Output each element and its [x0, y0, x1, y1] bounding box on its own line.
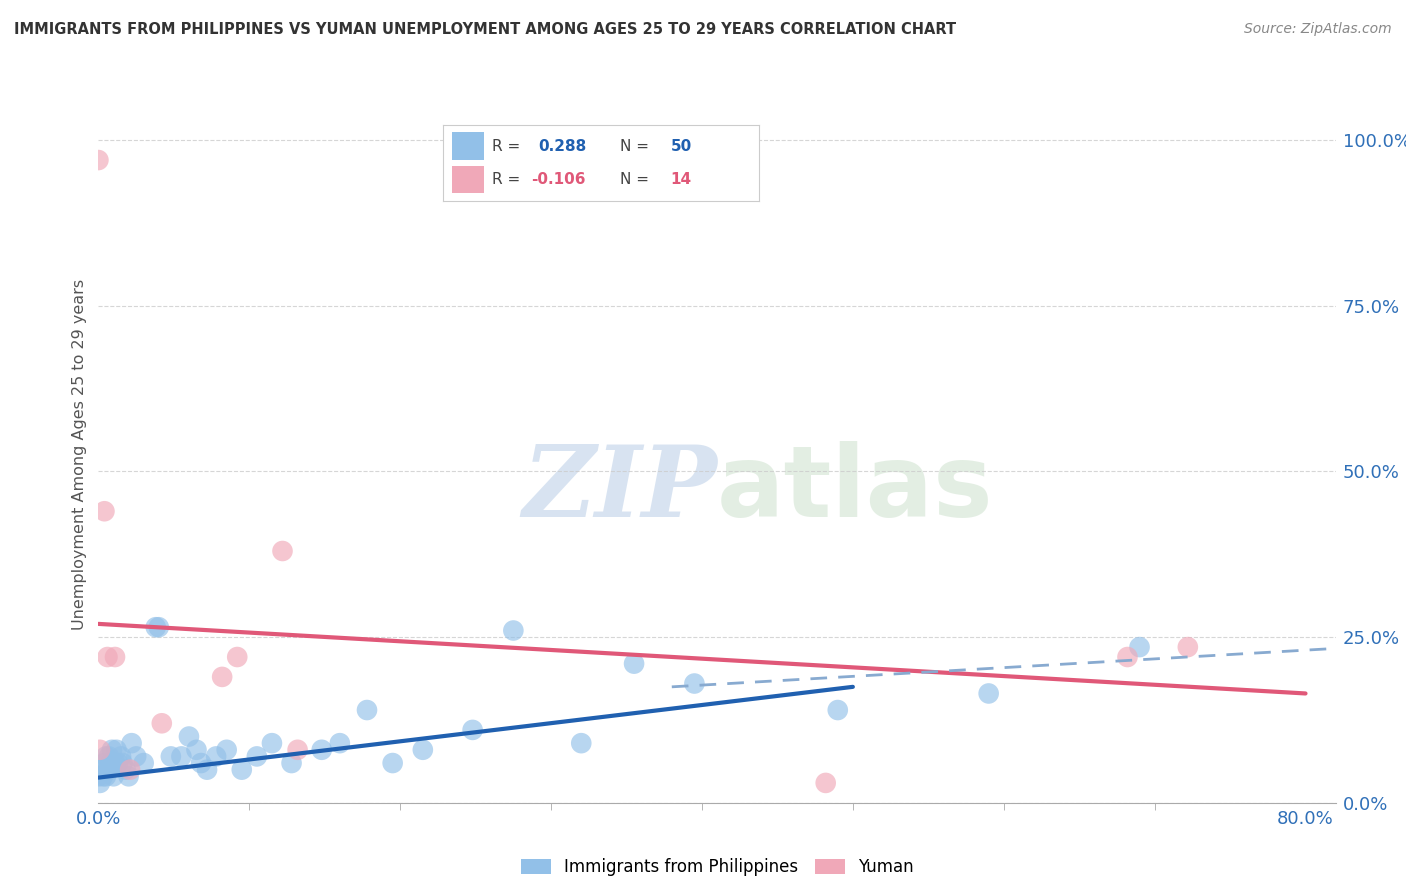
- Point: [827, 703, 849, 717]
- Point: [226, 650, 249, 665]
- Point: [186, 743, 208, 757]
- Text: ZIP: ZIP: [522, 442, 717, 538]
- Point: [100, 756, 122, 770]
- Point: [87, 153, 110, 167]
- Text: -0.106: -0.106: [531, 172, 586, 187]
- Point: [89, 743, 111, 757]
- Point: [105, 743, 128, 757]
- Point: [977, 686, 1000, 700]
- Text: 0.288: 0.288: [537, 138, 586, 153]
- Point: [1177, 640, 1199, 654]
- Point: [381, 756, 404, 770]
- Point: [1128, 640, 1150, 654]
- Point: [91, 769, 114, 783]
- Point: [117, 769, 139, 783]
- Text: R =: R =: [492, 138, 520, 153]
- Point: [502, 624, 524, 638]
- Point: [160, 749, 183, 764]
- Point: [114, 763, 136, 777]
- Text: N =: N =: [620, 138, 650, 153]
- Point: [96, 650, 118, 665]
- Point: [111, 756, 134, 770]
- Point: [104, 756, 127, 770]
- Point: [121, 736, 143, 750]
- Point: [356, 703, 378, 717]
- Point: [150, 716, 173, 731]
- Point: [280, 756, 302, 770]
- Point: [683, 676, 706, 690]
- Text: N =: N =: [620, 172, 650, 187]
- Point: [205, 749, 228, 764]
- Point: [94, 769, 117, 783]
- Point: [101, 743, 124, 757]
- Point: [311, 743, 333, 757]
- Point: [623, 657, 645, 671]
- Point: [329, 736, 352, 750]
- Text: IMMIGRANTS FROM PHILIPPINES VS YUMAN UNEMPLOYMENT AMONG AGES 25 TO 29 YEARS CORR: IMMIGRANTS FROM PHILIPPINES VS YUMAN UNE…: [14, 22, 956, 37]
- Point: [94, 749, 117, 764]
- Bar: [453, 166, 484, 193]
- Point: [98, 763, 121, 777]
- Point: [461, 723, 484, 737]
- Point: [107, 756, 129, 770]
- Point: [98, 749, 121, 764]
- Y-axis label: Unemployment Among Ages 25 to 29 years: Unemployment Among Ages 25 to 29 years: [72, 279, 87, 631]
- Point: [145, 620, 167, 634]
- Text: 50: 50: [671, 138, 692, 153]
- Point: [89, 776, 111, 790]
- Point: [287, 743, 309, 757]
- Point: [132, 756, 155, 770]
- Text: R =: R =: [492, 172, 520, 187]
- Text: Source: ZipAtlas.com: Source: ZipAtlas.com: [1244, 22, 1392, 37]
- Point: [195, 763, 218, 777]
- Bar: [453, 132, 484, 160]
- Text: 14: 14: [671, 172, 692, 187]
- Point: [246, 749, 269, 764]
- Point: [170, 749, 193, 764]
- Point: [215, 743, 238, 757]
- Point: [177, 730, 200, 744]
- Point: [814, 776, 837, 790]
- Point: [260, 736, 283, 750]
- Point: [1116, 650, 1139, 665]
- Point: [148, 620, 170, 634]
- Point: [190, 756, 212, 770]
- Point: [103, 769, 125, 783]
- Point: [412, 743, 434, 757]
- Text: atlas: atlas: [717, 442, 994, 538]
- Point: [569, 736, 592, 750]
- Point: [231, 763, 253, 777]
- Point: [93, 756, 115, 770]
- Point: [96, 763, 118, 777]
- Point: [104, 650, 127, 665]
- Point: [87, 769, 110, 783]
- Point: [120, 763, 142, 777]
- Legend: Immigrants from Philippines, Yuman: Immigrants from Philippines, Yuman: [513, 852, 921, 883]
- Point: [90, 763, 112, 777]
- Point: [125, 749, 148, 764]
- Point: [271, 544, 294, 558]
- Point: [110, 749, 132, 764]
- Point: [93, 504, 115, 518]
- Point: [211, 670, 233, 684]
